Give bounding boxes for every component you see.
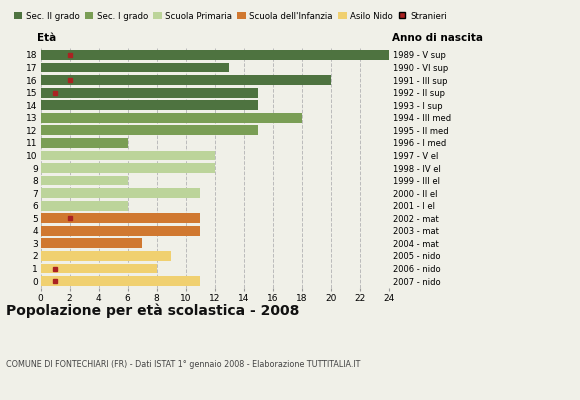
Bar <box>41 100 258 110</box>
Bar <box>41 226 200 236</box>
Bar <box>41 213 200 223</box>
Legend: Sec. II grado, Sec. I grado, Scuola Primaria, Scuola dell'Infanzia, Asilo Nido, : Sec. II grado, Sec. I grado, Scuola Prim… <box>10 8 450 24</box>
Bar <box>41 201 128 210</box>
Text: Anno di nascita: Anno di nascita <box>392 33 483 43</box>
Bar <box>41 176 128 186</box>
Bar <box>41 138 128 148</box>
Bar <box>41 126 258 135</box>
Bar <box>41 50 389 60</box>
Bar <box>41 150 215 160</box>
Bar <box>41 75 331 85</box>
Bar <box>41 264 157 274</box>
Bar <box>41 113 302 123</box>
Bar <box>41 62 229 72</box>
Bar <box>41 276 200 286</box>
Bar <box>41 238 142 248</box>
Bar <box>41 163 215 173</box>
Text: COMUNE DI FONTECHIARI (FR) - Dati ISTAT 1° gennaio 2008 - Elaborazione TUTTITALI: COMUNE DI FONTECHIARI (FR) - Dati ISTAT … <box>6 360 360 369</box>
Bar <box>41 188 200 198</box>
Bar <box>41 251 171 261</box>
Text: Età: Età <box>37 33 56 43</box>
Bar <box>41 88 258 98</box>
Text: Popolazione per età scolastica - 2008: Popolazione per età scolastica - 2008 <box>6 304 299 318</box>
